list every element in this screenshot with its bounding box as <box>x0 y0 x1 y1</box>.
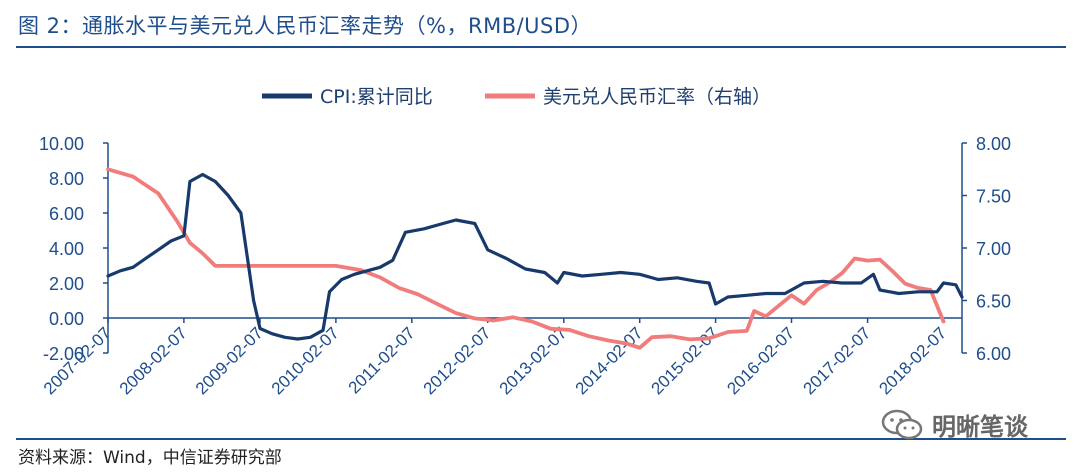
y-left-tick-label: 10.00 <box>39 134 84 154</box>
x-tick-label: 2015-02-07 <box>647 323 722 398</box>
x-tick-label: 2017-02-07 <box>799 323 874 398</box>
x-tick-label: 2012-02-07 <box>420 323 495 398</box>
series-line-cpi <box>106 172 964 341</box>
y-right-tick-label: 6.00 <box>976 344 1011 364</box>
legend-label-cpi: CPI:累计同比 <box>320 86 433 108</box>
chart-title: 图 2：通胀水平与美元兑人民币汇率走势（%，RMB/USD） <box>18 14 593 38</box>
y-left-tick-label: 4.00 <box>49 239 84 259</box>
series-layer <box>106 167 964 350</box>
x-tick-label: 2013-02-07 <box>496 323 571 398</box>
footer-divider <box>16 438 1066 440</box>
wechat-icon <box>881 409 923 439</box>
x-tick-label: 2018-02-07 <box>875 323 950 398</box>
watermark: 明晰笔谈 <box>880 407 1028 442</box>
source-note: 资料来源：Wind，中信证券研究部 <box>18 448 282 468</box>
x-tick-label: 2009-02-07 <box>192 323 267 398</box>
x-tick-label: 2008-02-07 <box>116 323 191 398</box>
watermark-text: 明晰笔谈 <box>932 413 1028 441</box>
y-right-tick-label: 6.50 <box>976 292 1011 312</box>
x-tick-label: 2016-02-07 <box>723 323 798 398</box>
y-right-tick-label: 8.00 <box>976 134 1011 154</box>
y-left-tick-label: 8.00 <box>49 169 84 189</box>
y-right-tick-label: 7.50 <box>976 187 1011 207</box>
title-divider <box>16 46 1066 48</box>
axes: -2.00 0.00 2.00 4.00 6.00 8.00 10.00 6.00 6.50 7.… <box>39 134 1011 398</box>
y-left-tick-label: 2.00 <box>49 274 84 294</box>
y-left-tick-label: -2.00 <box>43 344 84 364</box>
x-tick-label: 2011-02-07 <box>345 323 419 397</box>
y-left-tick-label: 6.00 <box>49 204 84 224</box>
legend: CPI:累计同比 美元兑人民币汇率（右轴） <box>262 86 771 108</box>
y-left-tick-label: 0.00 <box>49 309 84 329</box>
y-right-tick-label: 7.00 <box>976 239 1011 259</box>
legend-label-fx: 美元兑人民币汇率（右轴） <box>543 86 771 108</box>
series-line-fx <box>106 167 946 350</box>
